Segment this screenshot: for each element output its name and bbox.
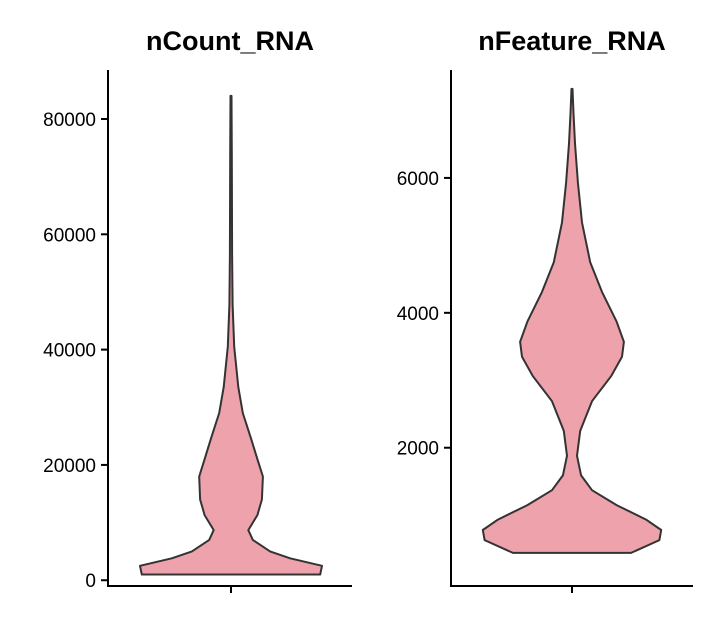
violin-shape xyxy=(139,94,323,576)
y-tick-label: 2000 xyxy=(397,439,439,460)
y-tick-label: 40000 xyxy=(43,341,96,362)
y-tick-label: 20000 xyxy=(43,456,96,477)
y-tick-label: 0 xyxy=(85,571,96,592)
y-tick-label: 4000 xyxy=(397,304,439,325)
panel-title: nFeature_RNA xyxy=(478,26,666,56)
panel-title: nCount_RNA xyxy=(146,26,314,56)
y-tick-label: 60000 xyxy=(43,225,96,246)
violin-shape xyxy=(481,87,663,554)
y-tick-label: 6000 xyxy=(397,169,439,190)
y-tick-label: 80000 xyxy=(43,110,96,131)
